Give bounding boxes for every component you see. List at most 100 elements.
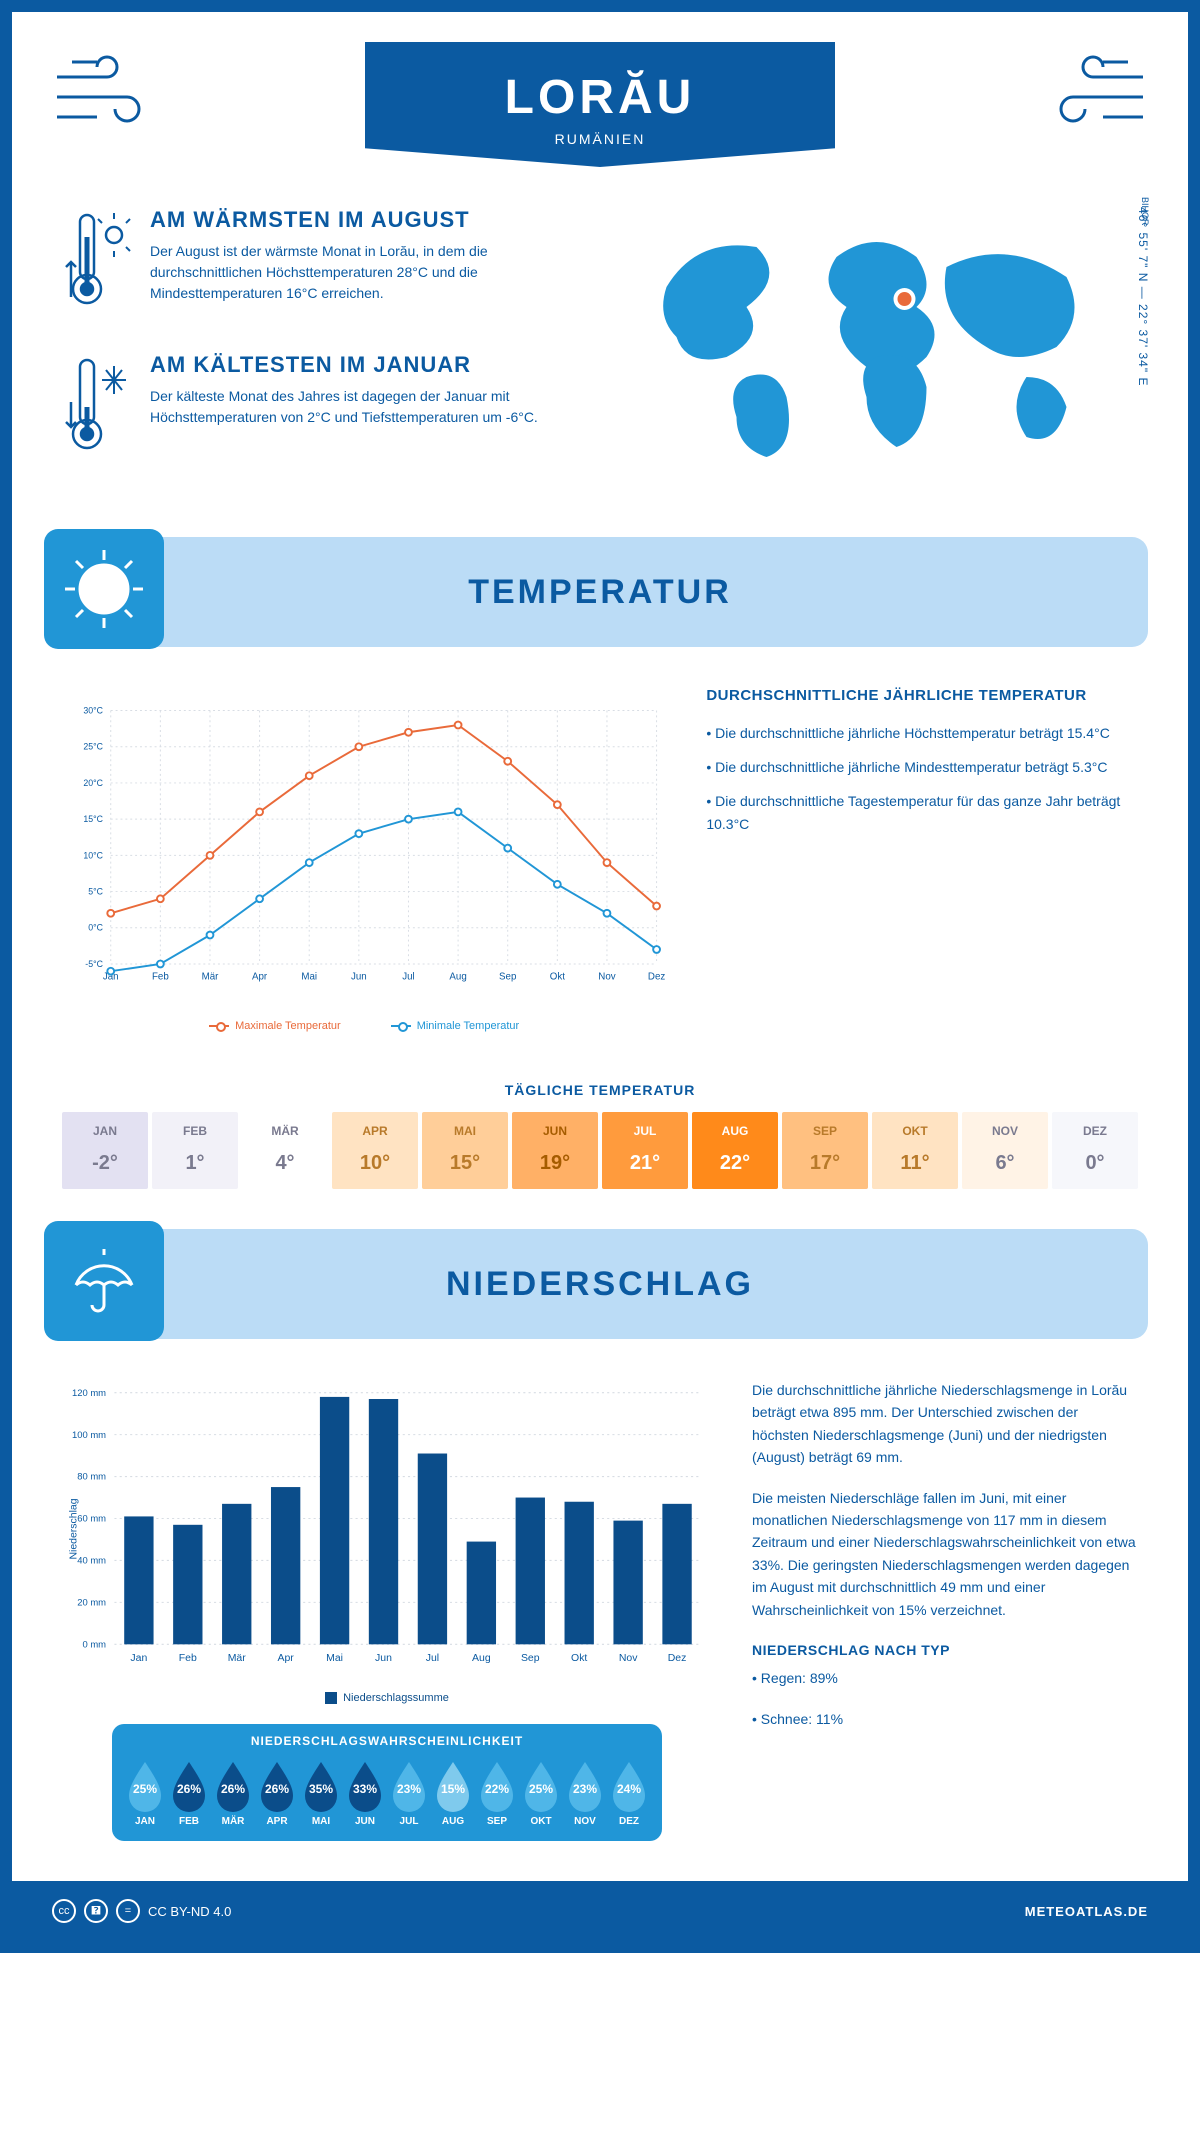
precip-type-bullet: • Schnee: 11%: [752, 1708, 1138, 1730]
svg-text:0°C: 0°C: [88, 923, 103, 933]
daily-temp-cell: AUG22°: [692, 1112, 778, 1189]
temperature-chart-wrap: -5°C0°C5°C10°C15°C20°C25°C30°CJanFebMärA…: [62, 687, 666, 1032]
precip-para-2: Die meisten Niederschläge fallen im Juni…: [752, 1487, 1138, 1621]
temp-side-heading: DURCHSCHNITTLICHE JÄHRLICHE TEMPERATUR: [706, 687, 1138, 704]
wind-icon-right: [1018, 42, 1148, 142]
svg-text:Mär: Mär: [202, 972, 220, 983]
warmest-heading: AM WÄRMSTEN IM AUGUST: [150, 207, 585, 233]
coldest-block: AM KÄLTESTEN IM JANUAR Der kälteste Mona…: [62, 352, 585, 467]
precip-section-header: NIEDERSCHLAG: [52, 1229, 1148, 1339]
prob-drop-cell: 22% SEP: [476, 1760, 518, 1827]
prob-drop-cell: 23% JUL: [388, 1760, 430, 1827]
svg-text:Nov: Nov: [598, 972, 615, 983]
world-map-icon: [615, 207, 1138, 467]
coldest-heading: AM KÄLTESTEN IM JANUAR: [150, 352, 585, 378]
temperature-side-text: DURCHSCHNITTLICHE JÄHRLICHE TEMPERATUR •…: [706, 687, 1138, 1032]
umbrella-icon: [44, 1221, 164, 1341]
svg-text:Jun: Jun: [375, 1653, 392, 1664]
warmest-block: AM WÄRMSTEN IM AUGUST Der August ist der…: [62, 207, 585, 322]
svg-text:25°C: 25°C: [83, 742, 103, 752]
svg-text:100 mm: 100 mm: [72, 1429, 106, 1440]
legend-precip-sum: Niederschlagssumme: [325, 1692, 449, 1704]
temperature-legend: Maximale Temperatur Minimale Temperatur: [62, 1020, 666, 1032]
prob-title: NIEDERSCHLAGSWAHRSCHEINLICHKEIT: [112, 1724, 662, 1760]
sun-icon: [44, 529, 164, 649]
svg-text:Jul: Jul: [426, 1653, 439, 1664]
svg-text:Mai: Mai: [326, 1653, 343, 1664]
svg-text:40 mm: 40 mm: [77, 1555, 106, 1566]
license-block: cc 🯄 = CC BY-ND 4.0: [52, 1899, 231, 1923]
precip-chart-wrap: 0 mm20 mm40 mm60 mm80 mm100 mm120 mmJanF…: [62, 1379, 712, 1871]
prob-drop-cell: 23% NOV: [564, 1760, 606, 1827]
title-ribbon: LORĂU RUMÄNIEN: [365, 42, 836, 167]
svg-text:20 mm: 20 mm: [77, 1597, 106, 1608]
location-country: RUMÄNIEN: [505, 131, 696, 147]
svg-text:5°C: 5°C: [88, 886, 103, 896]
daily-temperature-grid: JAN-2°FEB1°MÄR4°APR10°MAI15°JUN19°JUL21°…: [62, 1112, 1138, 1189]
svg-text:Sep: Sep: [499, 972, 516, 983]
svg-text:Okt: Okt: [571, 1653, 587, 1664]
svg-text:Aug: Aug: [472, 1653, 491, 1664]
svg-text:Mai: Mai: [301, 972, 317, 983]
svg-text:Okt: Okt: [550, 972, 565, 983]
temp-bullet: • Die durchschnittliche jährliche Mindes…: [706, 756, 1138, 780]
warmest-text: Der August ist der wärmste Monat in Loră…: [150, 241, 585, 304]
temp-bullet: • Die durchschnittliche jährliche Höchst…: [706, 722, 1138, 746]
cc-icon: cc: [52, 1899, 76, 1923]
precip-body: 0 mm20 mm40 mm60 mm80 mm100 mm120 mmJanF…: [12, 1349, 1188, 1881]
intro-region: AM WÄRMSTEN IM AUGUST Der August ist der…: [12, 167, 1188, 527]
svg-text:60 mm: 60 mm: [77, 1513, 106, 1524]
coldest-text: Der kälteste Monat des Jahres ist dagege…: [150, 386, 585, 428]
location-title: LORĂU: [505, 70, 696, 125]
svg-text:Sep: Sep: [521, 1653, 540, 1664]
svg-text:120 mm: 120 mm: [72, 1387, 106, 1398]
svg-text:Dez: Dez: [648, 972, 665, 983]
daily-temp-cell: OKT11°: [872, 1112, 958, 1189]
daily-temp-cell: FEB1°: [152, 1112, 238, 1189]
daily-temp-cell: NOV6°: [962, 1112, 1048, 1189]
temperature-title: TEMPERATUR: [468, 573, 732, 612]
daily-temp-cell: DEZ0°: [1052, 1112, 1138, 1189]
precip-title: NIEDERSCHLAG: [446, 1265, 754, 1304]
footer: cc 🯄 = CC BY-ND 4.0 METEOATLAS.DE: [12, 1881, 1188, 1941]
header-region: LORĂU RUMÄNIEN: [12, 12, 1188, 167]
svg-text:15°C: 15°C: [83, 814, 103, 824]
site-credit: METEOATLAS.DE: [1025, 1904, 1148, 1919]
svg-text:Nov: Nov: [619, 1653, 638, 1664]
precip-bar-chart: 0 mm20 mm40 mm60 mm80 mm100 mm120 mmJanF…: [62, 1379, 712, 1679]
legend-max: Maximale Temperatur: [209, 1020, 341, 1032]
svg-text:Apr: Apr: [278, 1653, 295, 1664]
prob-drop-cell: 26% FEB: [168, 1760, 210, 1827]
svg-text:10°C: 10°C: [83, 850, 103, 860]
thermometer-snow-icon: [62, 352, 132, 467]
prob-drop-cell: 15% AUG: [432, 1760, 474, 1827]
prob-drop-cell: 35% MAI: [300, 1760, 342, 1827]
temperature-section-header: TEMPERATUR: [52, 537, 1148, 647]
svg-text:Jun: Jun: [351, 972, 367, 983]
daily-temp-cell: APR10°: [332, 1112, 418, 1189]
precip-side-text: Die durchschnittliche jährliche Niedersc…: [752, 1379, 1138, 1871]
svg-text:30°C: 30°C: [83, 705, 103, 715]
svg-text:Dez: Dez: [668, 1653, 687, 1664]
temperature-line-chart: -5°C0°C5°C10°C15°C20°C25°C30°CJanFebMärA…: [62, 687, 666, 1007]
svg-text:-5°C: -5°C: [85, 959, 103, 969]
svg-text:Niederschlag: Niederschlag: [69, 1498, 80, 1559]
svg-text:Mär: Mär: [228, 1653, 247, 1664]
svg-text:Jul: Jul: [402, 972, 414, 983]
prob-drop-cell: 26% APR: [256, 1760, 298, 1827]
prob-drop-cell: 25% JAN: [124, 1760, 166, 1827]
svg-text:Jan: Jan: [130, 1653, 147, 1664]
svg-text:Aug: Aug: [449, 972, 466, 983]
svg-text:Apr: Apr: [252, 972, 268, 983]
map-column: BIHOR 46° 55' 7" N — 22° 37' 34" E: [615, 207, 1138, 497]
precip-probability-box: NIEDERSCHLAGSWAHRSCHEINLICHKEIT 25% JAN …: [112, 1724, 662, 1841]
license-text: CC BY-ND 4.0: [148, 1904, 231, 1919]
prob-drop-cell: 26% MÄR: [212, 1760, 254, 1827]
page-frame: LORĂU RUMÄNIEN: [0, 0, 1200, 1953]
svg-text:80 mm: 80 mm: [77, 1471, 106, 1482]
precip-legend: Niederschlagssumme: [62, 1692, 712, 1704]
daily-temp-cell: MÄR4°: [242, 1112, 328, 1189]
daily-temp-cell: MAI15°: [422, 1112, 508, 1189]
svg-text:20°C: 20°C: [83, 778, 103, 788]
precip-type-bullet: • Regen: 89%: [752, 1667, 1138, 1689]
